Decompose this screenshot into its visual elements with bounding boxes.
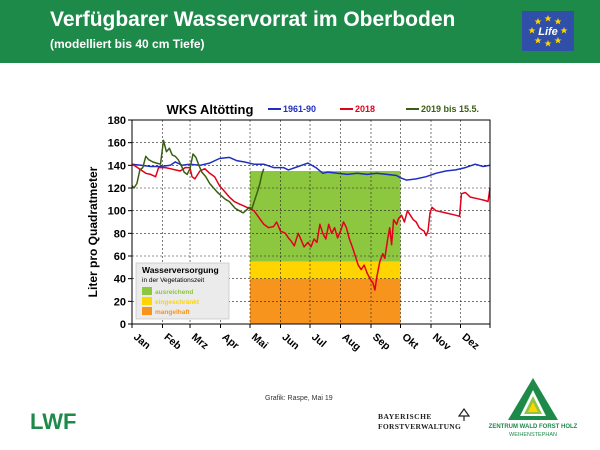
lwf-logo-text: LWF	[30, 410, 76, 432]
bayerische-forstverwaltung-logo: BAYERISCHE FORSTVERWALTUNG	[378, 408, 470, 434]
legend-label-0: 1961-90	[283, 104, 316, 114]
x-tick-label: Jan	[131, 331, 153, 352]
zentrum-wald-forst-holz-logo: ZENTRUM WALD FORST HOLZ WEIHENSTEPHAN	[478, 376, 588, 446]
veg-legend-label-1: eingeschränkt	[155, 299, 200, 306]
graphic-credit: Grafik: Raspe, Mai 19	[265, 395, 333, 402]
zentrum-mountain-icon	[508, 378, 558, 420]
x-tick-label: Mai	[249, 331, 270, 351]
band-0	[250, 171, 401, 262]
eu-logo-text: Life	[538, 26, 558, 38]
zentrum-logo-line2: WEIHENSTEPHAN	[509, 432, 557, 438]
x-tick-label: Nov	[430, 331, 453, 353]
y-tick-label: 160	[108, 138, 126, 150]
veg-legend-subtitle: in der Vegetationszeit	[142, 277, 204, 284]
chart-container: WKS Altötting 1961-90 2018 2019 bis 15.5. …	[0, 95, 600, 395]
y-tick-label: 180	[108, 115, 126, 127]
chart-series	[131, 139, 491, 291]
vegetation-bands	[132, 120, 490, 324]
x-tick-label: Apr	[220, 331, 242, 352]
x-tick-label: Dez	[460, 331, 482, 352]
legend-label-1: 2018	[355, 104, 375, 114]
y-tick-label: 60	[114, 251, 126, 263]
lwf-logo: LWF	[30, 409, 80, 434]
y-tick-label: 40	[114, 274, 126, 286]
y-axis-label: Liter pro Quadratmeter	[86, 166, 100, 297]
legend-label-2: 2019 bis 15.5.	[421, 104, 479, 114]
veg-legend-swatch-2	[142, 307, 152, 315]
y-tick-label: 0	[120, 319, 126, 331]
x-tick-label: Jul	[309, 331, 328, 350]
x-tick-label: Jun	[280, 331, 302, 352]
x-tick-label: Sep	[370, 331, 392, 353]
page-title: Verfügbarer Wasservorrat im Oberboden	[50, 8, 456, 31]
water-supply-chart: WKS Altötting 1961-90 2018 2019 bis 15.5. …	[86, 102, 491, 353]
series-line-2	[131, 139, 265, 214]
y-tick-label: 80	[114, 228, 126, 240]
series-line-0	[131, 156, 491, 181]
x-tick-label: Mrz	[189, 331, 211, 352]
vegetation-legend: Wasserversorgung in der Vegetationszeit au…	[135, 262, 230, 320]
header-bar: Verfügbarer Wasservorrat im Oberboden (m…	[0, 0, 600, 63]
chart-legend: 1961-90 2018 2019 bis 15.5.	[268, 104, 479, 114]
y-tick-label: 100	[108, 206, 126, 218]
plot-frame	[131, 119, 491, 325]
veg-legend-label-0: ausreichend	[155, 289, 193, 296]
veg-legend-title: Wasserversorgung	[142, 265, 219, 275]
series-line-1	[131, 163, 491, 291]
y-tick-label: 140	[108, 160, 126, 172]
x-tick-label: Feb	[162, 331, 184, 352]
x-tick-label: Okt	[400, 331, 422, 352]
bayern-logo-line1: BAYERISCHE	[378, 412, 432, 421]
zentrum-logo-line1: ZENTRUM WALD FORST HOLZ	[488, 424, 578, 430]
veg-legend-swatch-1	[142, 297, 152, 305]
eu-life-logo: Life	[522, 11, 574, 51]
x-tick-label: Aug	[340, 331, 363, 353]
veg-legend-label-2: mangelhaft	[155, 309, 191, 316]
chart-title: WKS Altötting	[167, 102, 254, 117]
page-subtitle: (modelliert bis 40 cm Tiefe)	[50, 37, 205, 51]
y-tick-label: 120	[108, 183, 126, 195]
veg-legend-swatch-0	[142, 287, 152, 295]
bayern-logo-line2: FORSTVERWALTUNG	[378, 422, 462, 431]
y-tick-label: 20	[114, 296, 126, 308]
bayern-emblem-icon	[458, 408, 470, 421]
